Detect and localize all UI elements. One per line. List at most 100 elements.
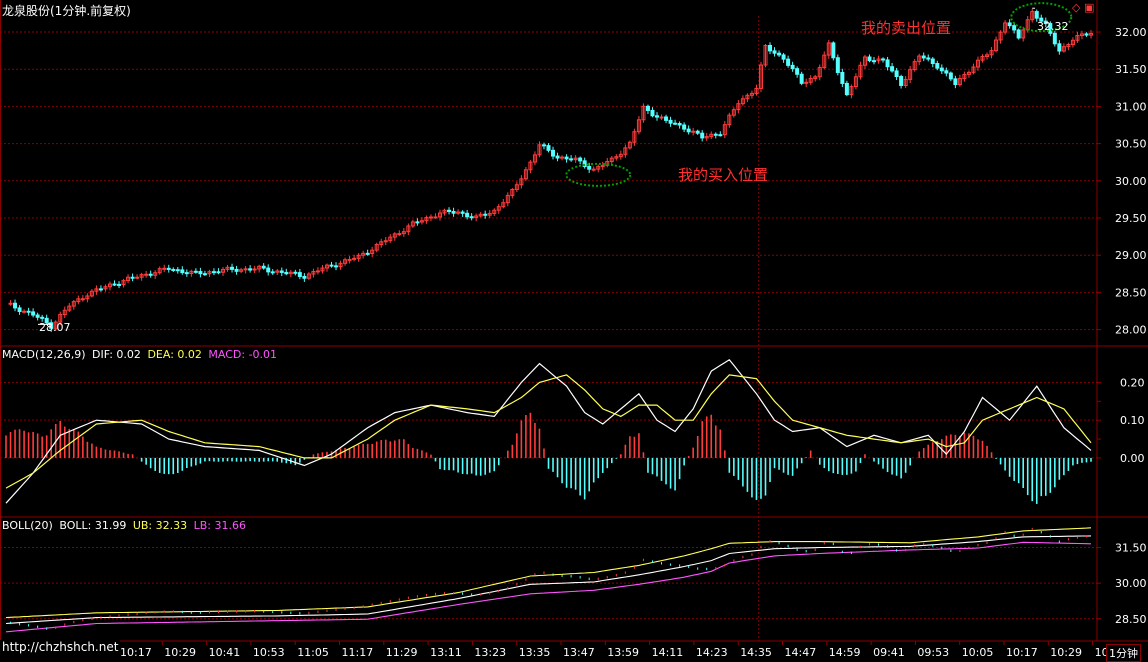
candle-body [474, 215, 479, 219]
candle-body [804, 81, 809, 84]
candle-body [184, 272, 189, 275]
candle-body [175, 269, 180, 272]
candle-body [1057, 43, 1062, 52]
candle-body [279, 270, 284, 273]
candle-body [704, 136, 709, 139]
candle-body [211, 271, 216, 274]
candle-body [1003, 22, 1008, 33]
candle-body [433, 216, 438, 219]
candle-body [320, 267, 325, 272]
candle-body [655, 115, 659, 118]
time-tick-label: 10:53 [253, 646, 285, 659]
candle-body [44, 317, 49, 324]
candle-body [523, 169, 528, 180]
candle-body [826, 42, 831, 56]
candle-body [872, 60, 876, 63]
candle-body [1070, 39, 1075, 46]
axis-layer: 32.00 31.50 31.00 30.50 30.00 29.50 29.00 28.50… [117, 26, 1147, 659]
candle-body [691, 130, 696, 133]
boll-boll-line[interactable] [5, 535, 1092, 625]
candle-body [447, 209, 452, 212]
candle-body [478, 213, 483, 217]
candle-body [768, 44, 773, 52]
candle-body [917, 55, 922, 63]
candle-body [795, 68, 800, 75]
price-tick-label: 31.00 [1115, 100, 1147, 113]
candle-body [401, 231, 406, 235]
candle-body [840, 71, 845, 84]
candle-body [781, 54, 786, 60]
candle-body [424, 217, 429, 222]
price-tick-label: 31.50 [1115, 63, 1147, 76]
candle-body [505, 194, 510, 204]
candle-body [465, 212, 470, 218]
candle-body [456, 211, 461, 214]
candle-body [894, 70, 899, 78]
candle-body [1084, 33, 1089, 36]
candle-body [1007, 22, 1012, 27]
candle-body [234, 268, 239, 272]
period-selector[interactable]: 1分钟 [1106, 644, 1141, 662]
candle-body [971, 66, 976, 73]
candle-body [89, 290, 94, 297]
candle-body [758, 64, 763, 89]
macd-dea-line[interactable] [5, 374, 1092, 489]
macd-name: MACD(12,26,9) [2, 348, 86, 361]
candle-body [926, 57, 931, 60]
candle-body [261, 265, 266, 269]
macd-panel[interactable] [5, 359, 1092, 504]
candle-body [85, 295, 90, 300]
candle-body [311, 270, 316, 275]
candle-body [302, 275, 307, 279]
annotation-layer [38, 2, 1073, 325]
candle-body [673, 122, 678, 125]
candle-body [962, 73, 967, 79]
price-tick-label: 30.00 [1115, 175, 1147, 188]
time-tick-label: 10:17 [1006, 646, 1038, 659]
candle-body [817, 66, 822, 78]
candle-body [352, 257, 357, 260]
candle-body [1016, 29, 1021, 39]
price-tick-label: 30.50 [1115, 138, 1147, 151]
candle-body [555, 155, 560, 159]
candle-body [374, 243, 379, 251]
candle-body [496, 206, 501, 211]
candle-body [614, 156, 619, 159]
candle-body [858, 64, 863, 78]
boll-tick-label: 30.00 [1115, 577, 1147, 590]
candle-body [1052, 32, 1057, 45]
boll-ub-line[interactable] [5, 527, 1092, 619]
candle-body [370, 249, 375, 254]
candle-body [329, 264, 334, 267]
candle-body [935, 63, 940, 69]
candle-body [1066, 44, 1071, 48]
macd-dif-line[interactable] [5, 359, 1092, 504]
candle-body [501, 202, 506, 208]
candle-body [388, 236, 393, 242]
candle-body [799, 73, 804, 84]
dif-label: DIF: 0.02 [92, 348, 141, 361]
window-controls[interactable]: ◇ ▣ [1072, 1, 1095, 14]
candle-body [835, 57, 840, 73]
boll-lb-line[interactable] [5, 541, 1092, 633]
candle-body [686, 128, 691, 133]
candle-body [487, 212, 492, 216]
candle-body [410, 221, 415, 227]
candle-body [668, 119, 673, 124]
candle-body [171, 268, 176, 271]
candle-body [528, 161, 533, 171]
candle-body [383, 240, 388, 243]
candle-body [438, 212, 442, 218]
macd-tick-label: 0.10 [1120, 414, 1145, 427]
price-tick-label: 32.00 [1115, 26, 1147, 39]
candle-body [853, 76, 858, 88]
dea-label: DEA: 0.02 [147, 348, 202, 361]
time-tick-label: 13:23 [474, 646, 506, 659]
price-tick-label: 29.50 [1115, 212, 1147, 225]
boll-panel[interactable] [5, 527, 1092, 633]
candle-body [989, 50, 994, 56]
candle-body [469, 216, 474, 219]
boll-name: BOLL(20) [2, 519, 53, 532]
price-panel[interactable] [8, 8, 1093, 333]
